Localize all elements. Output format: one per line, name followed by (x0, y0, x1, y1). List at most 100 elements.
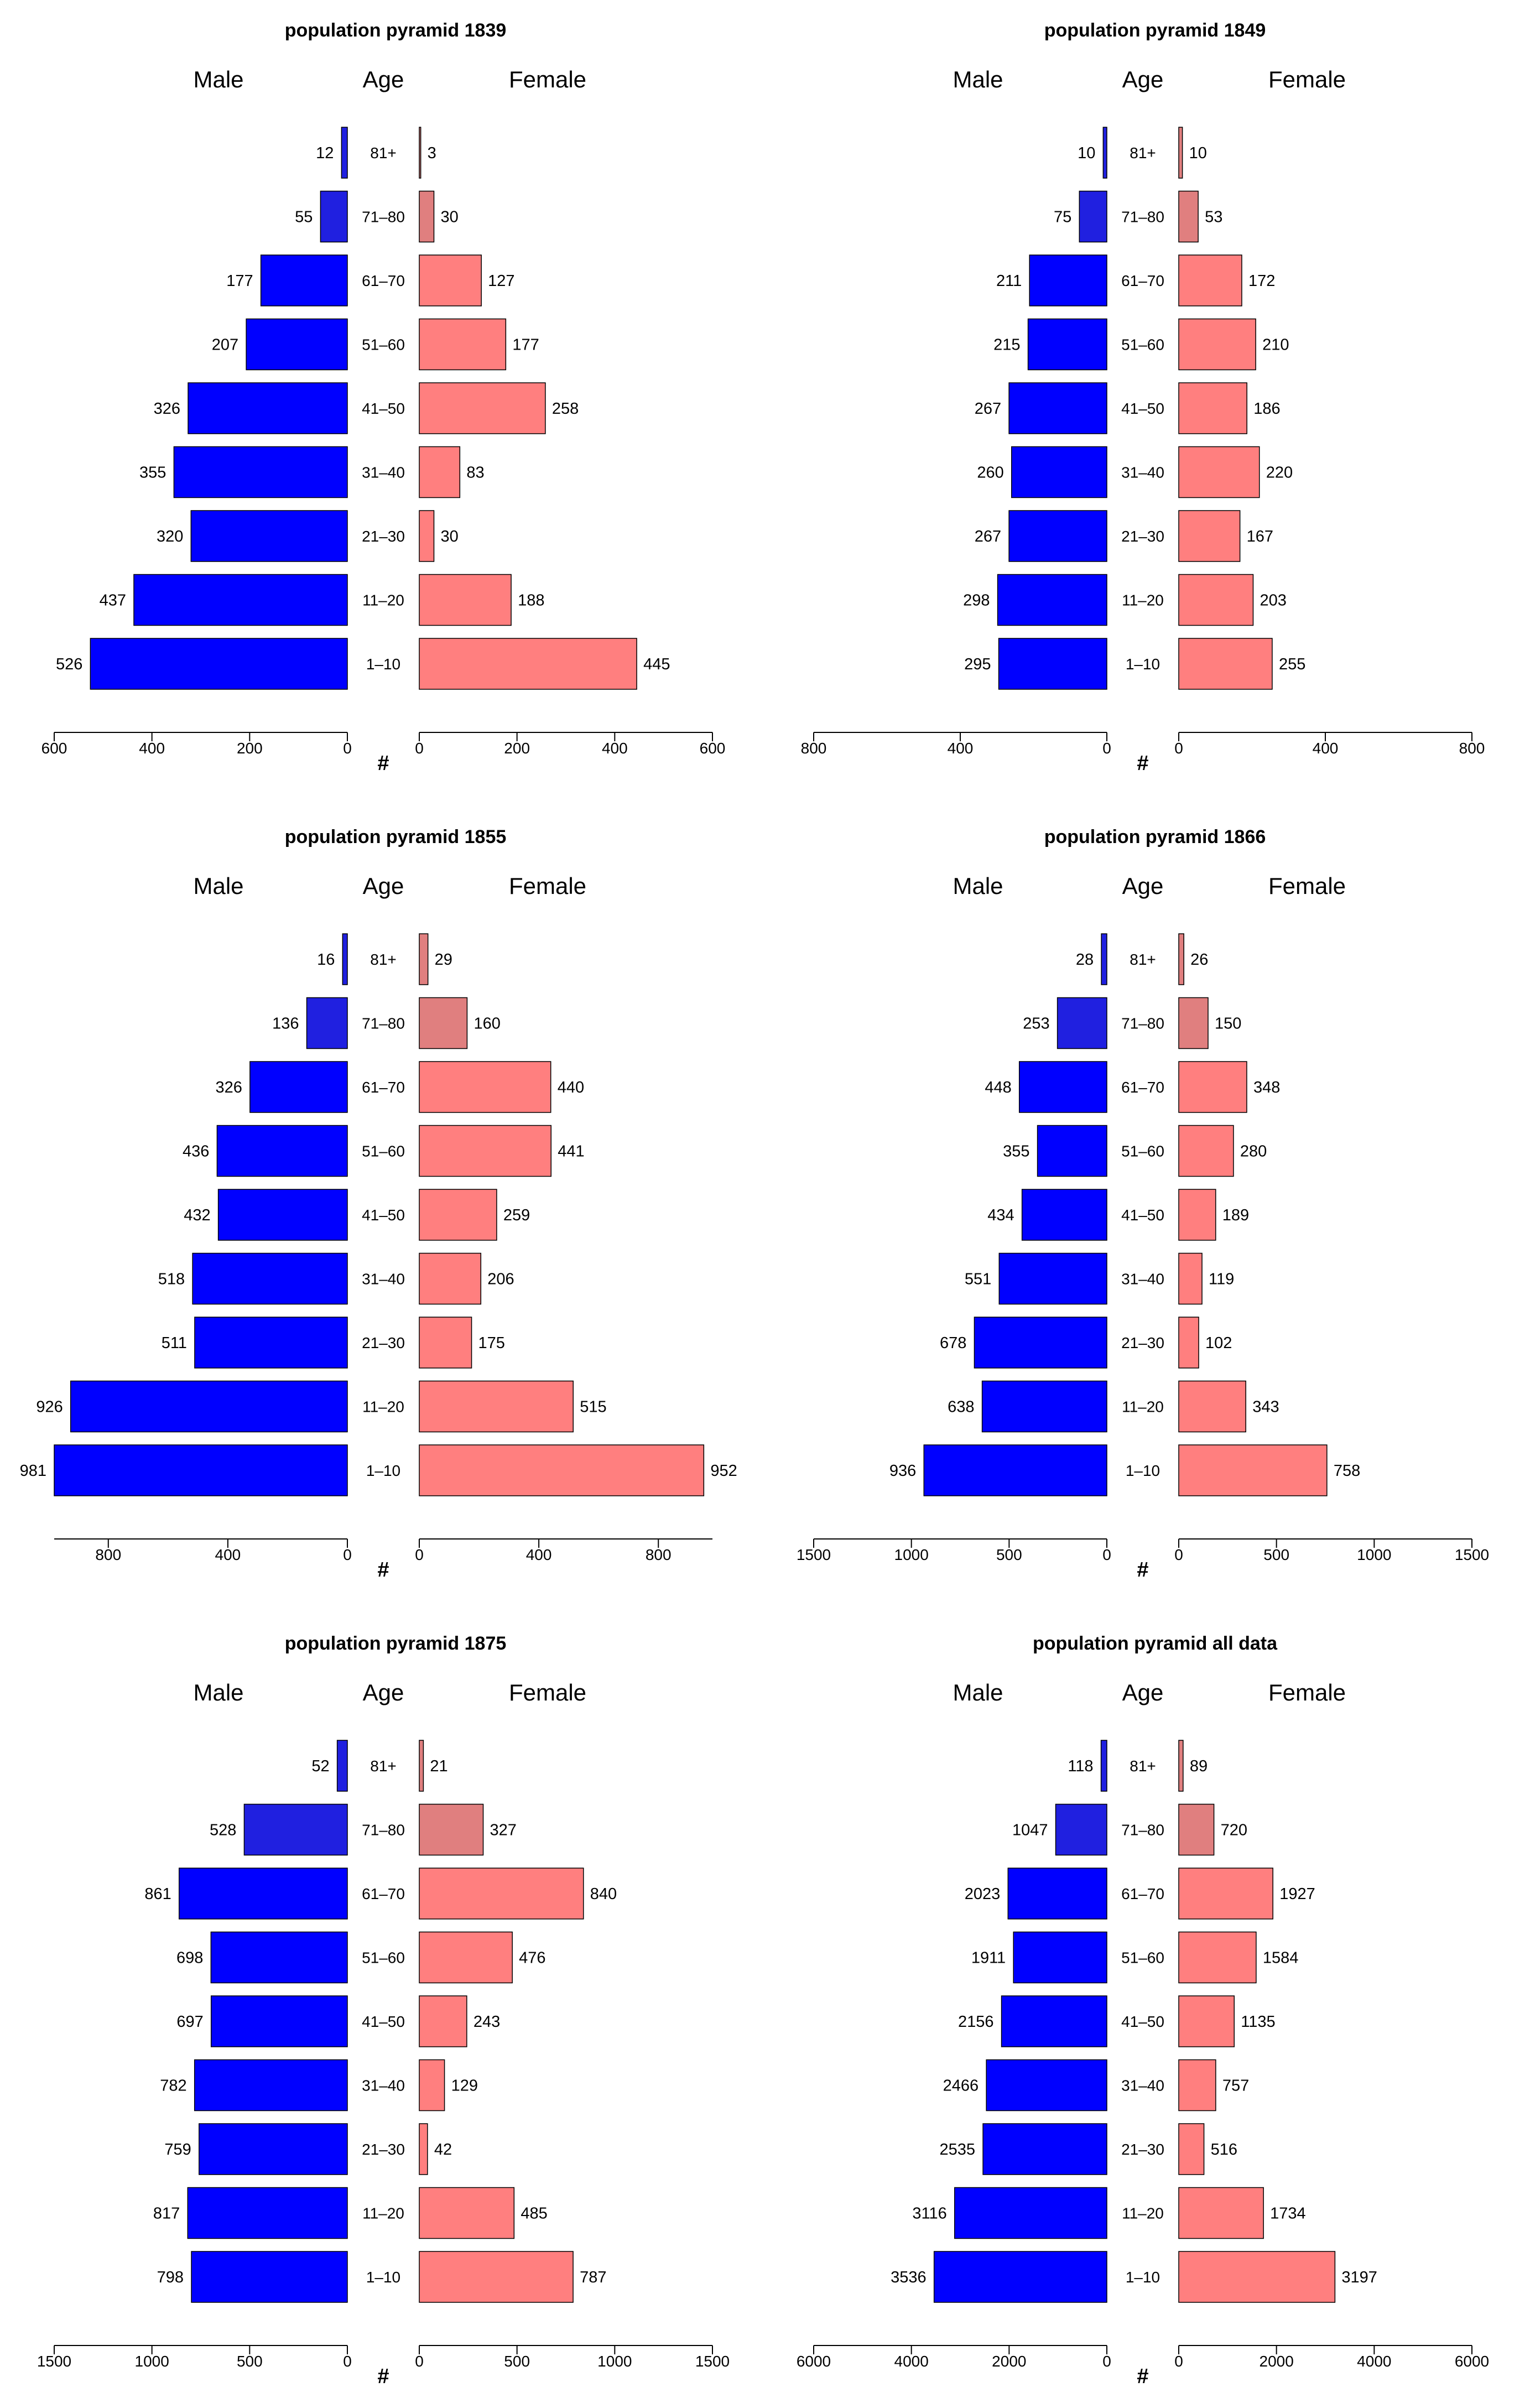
female-bar (419, 382, 546, 434)
age-group-label: 71–80 (1121, 209, 1164, 226)
male-bar (210, 1995, 348, 2047)
chart-title: population pyramid 1849 (1044, 20, 1266, 41)
age-group-label: 21–30 (362, 1334, 405, 1351)
x-axis-label: # (377, 2365, 389, 2388)
male-value-label: 434 (987, 1206, 1014, 1224)
age-group-label: 21–30 (1121, 2141, 1164, 2158)
female-bar (419, 127, 421, 179)
male-bar (306, 997, 348, 1049)
male-bar (1102, 127, 1107, 179)
female-bar (1178, 1380, 1246, 1433)
female-bar (419, 2187, 515, 2239)
female-bar (419, 1189, 497, 1241)
female-value-label: 29 (435, 951, 452, 969)
male-value-label: 678 (940, 1334, 966, 1352)
age-group-label: 31–40 (362, 1271, 405, 1288)
age-group-label: 1–10 (1126, 1462, 1160, 1479)
male-value-label: 136 (272, 1015, 299, 1033)
male-bar (1027, 318, 1107, 371)
male-bar (179, 1868, 348, 1920)
female-value-label: 787 (580, 2269, 606, 2286)
male-value-label: 511 (162, 1334, 187, 1352)
male-value-label: 518 (158, 1271, 185, 1288)
female-bar (1178, 1252, 1203, 1305)
age-group-label: 1–10 (366, 1462, 400, 1479)
male-bar (191, 2251, 348, 2303)
female-bar (1178, 1740, 1184, 1792)
female-value-label: 327 (490, 1822, 517, 1839)
male-axis-tick-label: 1000 (894, 1546, 929, 1563)
male-value-label: 526 (56, 656, 82, 673)
female-axis-tick-label: 1500 (1455, 1546, 1489, 1563)
female-bar (419, 933, 429, 985)
male-value-label: 267 (975, 400, 1001, 418)
age-group-label: 51–60 (362, 1143, 405, 1160)
male-bar (194, 1317, 348, 1369)
female-axis-tick-label: 400 (602, 740, 628, 757)
age-group-label: 11–20 (362, 2205, 404, 2222)
male-value-label: 759 (164, 2141, 191, 2159)
pyramid-panel-0: population pyramid 1839 Male Age Female 12 3 8… (41, 20, 726, 775)
female-value-label: 30 (441, 209, 459, 226)
female-bar (1178, 1931, 1257, 1984)
male-bar (243, 1803, 348, 1856)
female-bar (419, 1061, 551, 1113)
female-value-label: 952 (710, 1462, 737, 1480)
male-bar (1011, 446, 1107, 498)
female-axis-tick-label: 0 (415, 740, 424, 757)
age-header: Age (363, 66, 404, 92)
female-value-label: 720 (1221, 1822, 1247, 1839)
female-value-label: 188 (518, 592, 544, 610)
female-value-label: 259 (503, 1206, 530, 1224)
male-value-label: 10 (1078, 144, 1095, 162)
female-bar (419, 1125, 552, 1177)
male-axis-tick-label: 800 (95, 1546, 121, 1563)
male-axis-tick-label: 0 (343, 740, 352, 757)
male-value-label: 12 (316, 144, 334, 162)
male-value-label: 432 (184, 1206, 210, 1224)
male-header: Male (953, 873, 1003, 899)
female-value-label: 210 (1262, 336, 1289, 354)
age-group-label: 21–30 (362, 2141, 405, 2158)
female-value-label: 167 (1247, 528, 1273, 545)
male-value-label: 698 (176, 1949, 203, 1967)
female-bar (419, 1380, 574, 1433)
male-bar (1013, 1931, 1107, 1984)
age-group-label: 61–70 (362, 272, 405, 289)
male-header: Male (193, 1679, 243, 1705)
chart-title: population pyramid all data (1033, 1633, 1278, 1654)
female-bar (419, 446, 461, 498)
female-value-label: 1135 (1241, 2013, 1275, 2031)
female-value-label: 21 (430, 1757, 447, 1775)
age-group-label: 71–80 (362, 1015, 405, 1032)
pyramid-panel-3: population pyramid 1866 Male Age Female 28 26… (797, 826, 1489, 1582)
male-value-label: 981 (20, 1462, 46, 1480)
age-group-label: 21–30 (1121, 1334, 1164, 1351)
male-bar (1008, 510, 1107, 562)
male-axis-tick-label: 0 (1102, 2353, 1111, 2370)
female-axis-tick-label: 800 (646, 1546, 672, 1563)
male-value-label: 215 (993, 336, 1020, 354)
female-value-label: 119 (1209, 1271, 1234, 1288)
male-value-label: 697 (176, 2013, 203, 2031)
male-bar (70, 1380, 348, 1433)
male-bar (954, 2187, 1107, 2239)
female-bar (419, 254, 482, 306)
male-value-label: 207 (212, 336, 238, 354)
female-value-label: 243 (473, 2013, 500, 2031)
age-group-label: 31–40 (1121, 464, 1164, 481)
female-bar (419, 1995, 467, 2047)
age-group-label: 61–70 (362, 1079, 405, 1096)
female-bar (1178, 1868, 1273, 1920)
female-value-label: 1584 (1263, 1949, 1299, 1967)
male-bar (998, 638, 1107, 690)
male-value-label: 355 (1003, 1143, 1029, 1161)
male-bar (1007, 1868, 1107, 1920)
male-value-label: 295 (964, 656, 991, 673)
age-group-label: 21–30 (1121, 528, 1164, 545)
female-bar (1178, 2187, 1264, 2239)
male-bar (249, 1061, 348, 1113)
female-bar (1178, 1189, 1216, 1241)
male-axis-tick-label: 1500 (37, 2353, 71, 2370)
female-bar (419, 574, 512, 626)
